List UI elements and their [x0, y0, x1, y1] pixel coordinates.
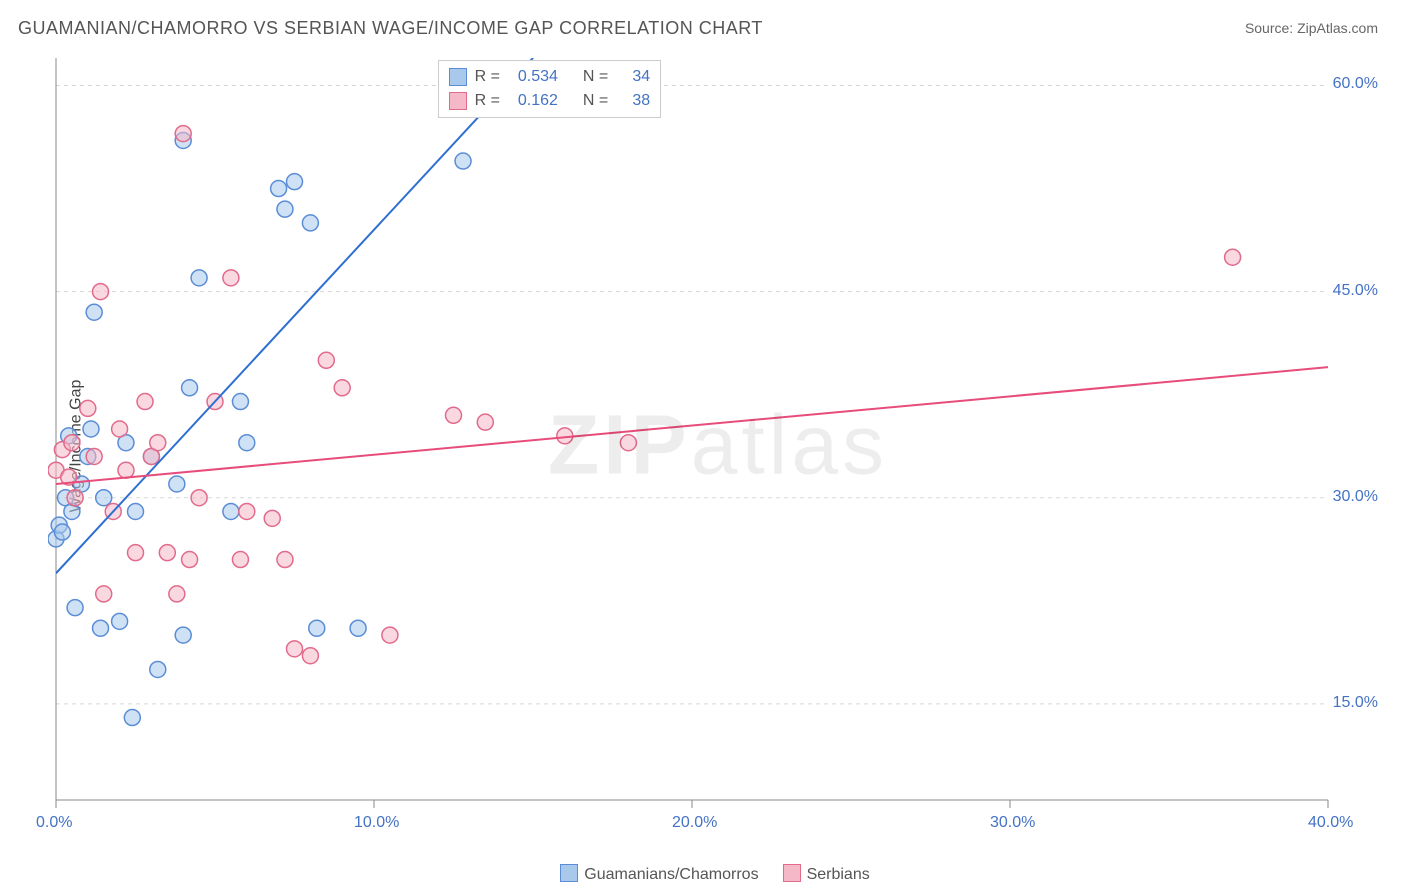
y-tick-label: 60.0% [1333, 75, 1378, 93]
stats-r-label: R = [475, 89, 500, 113]
stats-n-value: 34 [616, 65, 650, 89]
legend-label: Guamanians/Chamorros [584, 866, 758, 883]
bottom-legend: Guamanians/Chamorros Serbians [0, 864, 1406, 884]
stats-swatch [449, 92, 467, 110]
stats-r-label: R = [475, 65, 500, 89]
legend-swatch [560, 864, 578, 882]
x-tick-label: 40.0% [1308, 814, 1353, 832]
y-tick-label: 30.0% [1333, 488, 1378, 506]
stats-row: R = 0.162 N = 38 [449, 89, 651, 113]
stats-n-value: 38 [616, 89, 650, 113]
x-tick-label: 0.0% [36, 814, 72, 832]
stats-r-value: 0.534 [508, 65, 558, 89]
source-label: Source: ZipAtlas.com [1245, 20, 1378, 36]
stats-row: R = 0.534 N = 34 [449, 65, 651, 89]
x-tick-label: 20.0% [672, 814, 717, 832]
stats-n-label: N = [583, 65, 608, 89]
chart-svg [48, 50, 1388, 840]
x-tick-label: 30.0% [990, 814, 1035, 832]
stats-n-label: N = [583, 89, 608, 113]
y-tick-label: 45.0% [1333, 282, 1378, 300]
y-tick-label: 15.0% [1333, 694, 1378, 712]
stats-swatch [449, 68, 467, 86]
legend-swatch [783, 864, 801, 882]
stats-r-value: 0.162 [508, 89, 558, 113]
chart-title: GUAMANIAN/CHAMORRO VS SERBIAN WAGE/INCOM… [18, 18, 763, 39]
legend-label: Serbians [807, 866, 870, 883]
x-tick-label: 10.0% [354, 814, 399, 832]
chart-container: GUAMANIAN/CHAMORRO VS SERBIAN WAGE/INCOM… [0, 0, 1406, 892]
plot-area: ZIPatlas R =0.534 N =34R =0.162 N =38 [48, 50, 1388, 840]
stats-legend-box: R = 0.534 N = 34 R = 0.162 N = 38 [438, 60, 662, 118]
